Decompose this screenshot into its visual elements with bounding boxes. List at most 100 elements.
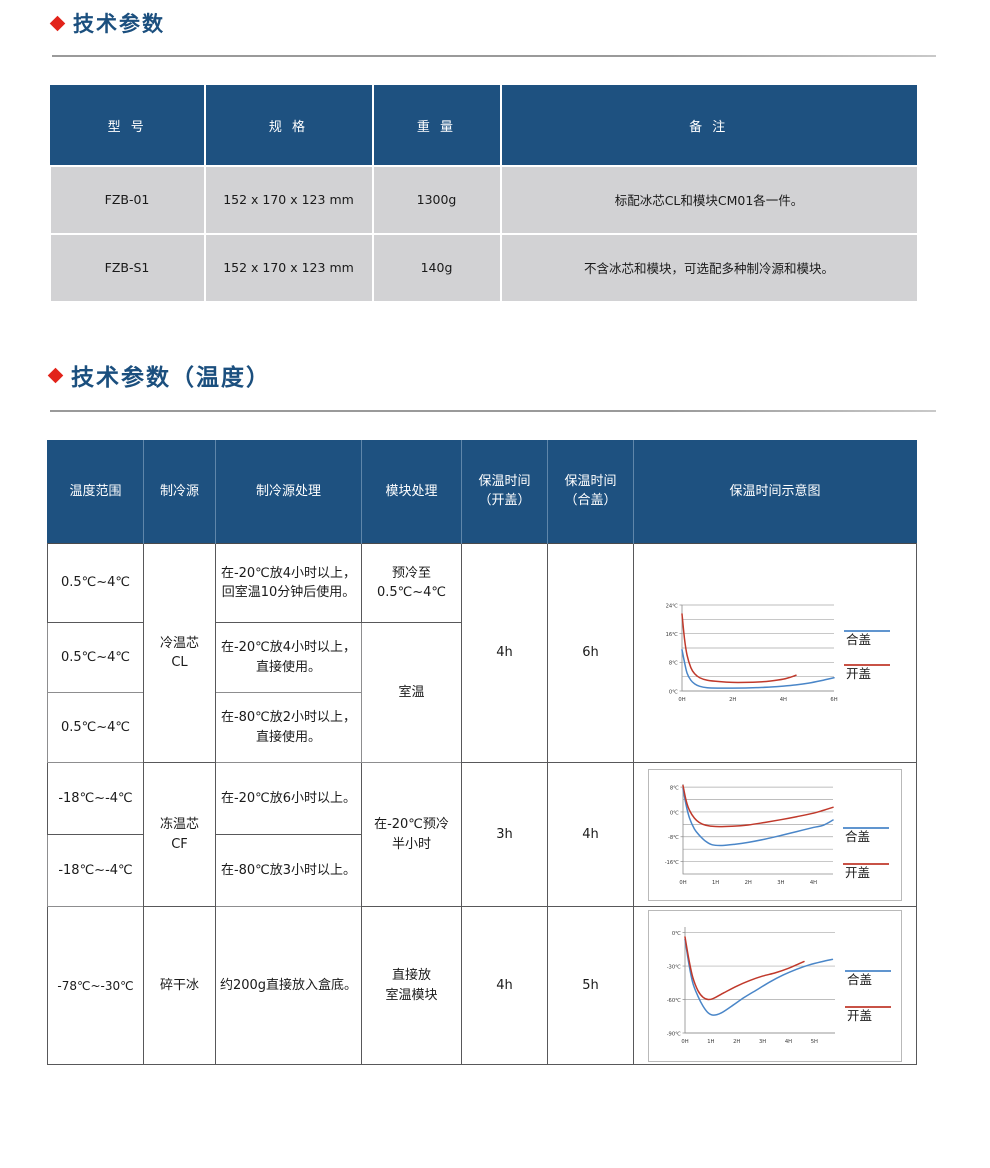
- svg-text:24℃: 24℃: [666, 603, 679, 609]
- spec-cell-remark: 标配冰芯CL和模块CM01各一件。: [500, 164, 917, 235]
- temp-table-header-row: 温度范围 制冷源 制冷源处理 模块处理 保温时间 （开盖） 保温时间 （合盖） …: [47, 440, 917, 544]
- table-row: 0.5℃~4℃ 在-20℃放4小时以上， 直接使用。 室温: [47, 622, 917, 763]
- insulation-chart-cl: 0℃ 8℃ 16℃ 24℃ 0H 2H 4H 6H 合盖 开盖: [648, 591, 902, 716]
- treat-line1: 在-20℃放4小时以上，: [220, 640, 357, 655]
- section-heading-1: 技术参数: [49, 8, 165, 38]
- temp-col-source-treat: 制冷源处理: [215, 440, 362, 544]
- section-title-1: 技术参数: [73, 12, 165, 36]
- svg-text:16℃: 16℃: [666, 632, 679, 638]
- temp-cell-chart: 0℃ 8℃ 16℃ 24℃ 0H 2H 4H 6H 合盖 开盖: [633, 543, 917, 763]
- svg-text:0H: 0H: [679, 880, 686, 886]
- svg-text:8℃: 8℃: [670, 785, 679, 791]
- temp-col-hold-open: 保温时间 （开盖）: [461, 440, 548, 544]
- svg-text:开盖: 开盖: [845, 865, 870, 880]
- module-line1: 预冷至: [391, 565, 431, 581]
- table-row: 0.5℃~4℃ 冷温芯 CL 在-20℃放4小时以上， 回室温10分钟后使用。 …: [47, 543, 917, 763]
- temp-cell-hold-open: 4h: [461, 543, 548, 763]
- temp-cell-treat: 在-20℃放6小时以上。: [215, 762, 362, 835]
- temp-cell-module: 直接放 室温模块: [361, 906, 462, 1065]
- section-rule-2: [50, 410, 936, 412]
- svg-text:开盖: 开盖: [846, 666, 871, 681]
- temp-cell-range: 0.5℃~4℃: [47, 692, 144, 763]
- table-row: -78℃~-30℃ 碎干冰 约200g直接放入盒底。 直接放 室温模块 4h 5…: [47, 906, 917, 1065]
- temp-cell-source: 碎干冰: [143, 906, 216, 1065]
- table-row: -18℃~-4℃ 冻温芯 CF 在-20℃放6小时以上。 在-20℃预冷 半小时…: [47, 762, 917, 907]
- svg-text:-30℃: -30℃: [667, 964, 681, 970]
- temp-cell-range: 0.5℃~4℃: [47, 543, 144, 623]
- svg-text:-90℃: -90℃: [667, 1031, 681, 1037]
- temp-cell-hold-closed: 4h: [547, 762, 634, 907]
- svg-text:2H: 2H: [729, 697, 736, 703]
- spec-cell-spec: 152 x 170 x 123 mm: [204, 164, 374, 235]
- table-row: FZB-S1 152 x 170 x 123 mm 140g 不含冰芯和模块，可…: [50, 232, 917, 303]
- svg-text:3H: 3H: [777, 880, 784, 886]
- temperature-table: 温度范围 制冷源 制冷源处理 模块处理 保温时间 （开盖） 保温时间 （合盖） …: [47, 440, 917, 1065]
- module-line2: 0.5℃~4℃: [376, 585, 447, 600]
- temp-cell-chart: -16℃ -8℃ 0℃ 8℃ 0H 1H 2H 3H 4H 合盖 开盖: [633, 762, 917, 907]
- table-row: 0.5℃~4℃ 在-80℃放2小时以上， 直接使用。: [47, 692, 917, 763]
- diamond-bullet-icon: [49, 15, 66, 31]
- svg-text:合盖: 合盖: [846, 632, 871, 647]
- temp-cell-hold-closed: 5h: [547, 906, 634, 1065]
- treat-line2: 回室温10分钟后使用。: [221, 585, 356, 600]
- temp-col-source: 制冷源: [143, 440, 216, 544]
- hold-closed-line1: 保温时间: [564, 474, 617, 490]
- spec-col-weight: 重 量: [372, 85, 502, 166]
- source-line1: 冻温芯: [159, 817, 199, 832]
- temp-cell-source: 冻温芯 CF: [143, 762, 216, 907]
- temp-cell-treat: 在-20℃放4小时以上， 直接使用。: [215, 622, 362, 693]
- svg-text:6H: 6H: [830, 697, 837, 703]
- temp-cell-treat: 在-20℃放4小时以上， 回室温10分钟后使用。: [215, 543, 362, 623]
- spec-cell-model: FZB-01: [50, 164, 206, 235]
- svg-text:2H: 2H: [745, 880, 752, 886]
- temp-col-chart: 保温时间示意图: [633, 440, 917, 544]
- svg-text:5H: 5H: [811, 1039, 818, 1045]
- module-line1: 在-20℃预冷: [374, 817, 449, 832]
- hold-closed-line2: （合盖）: [564, 493, 617, 508]
- temp-cell-hold-open: 4h: [461, 906, 548, 1065]
- section-title-2: 技术参数（温度）: [71, 365, 271, 391]
- temp-col-range: 温度范围: [47, 440, 144, 544]
- temp-cell-range: 0.5℃~4℃: [47, 622, 144, 693]
- temp-cell-module: 室温: [361, 622, 462, 763]
- temp-cell-chart: -90℃ -60℃ -30℃ 0℃ 0H 1H 2H 3H 4H 5H 合盖 开盖: [633, 906, 917, 1065]
- treat-line2: 直接使用。: [255, 729, 321, 745]
- temp-col-module-treat: 模块处理: [361, 440, 462, 544]
- temp-cell-hold-open: 3h: [461, 762, 548, 907]
- source-line1: 冷温芯: [159, 635, 199, 651]
- table-row: -18℃~-4℃ 在-80℃放3小时以上。: [47, 834, 917, 907]
- temp-cell-range: -78℃~-30℃: [47, 906, 144, 1065]
- insulation-chart-dryice: -90℃ -60℃ -30℃ 0℃ 0H 1H 2H 3H 4H 5H 合盖 开盖: [648, 909, 902, 1062]
- spec-table-header-row: 型 号 规 格 重 量 备 注: [50, 85, 917, 166]
- svg-text:3H: 3H: [759, 1039, 766, 1045]
- temp-cell-module: 预冷至 0.5℃~4℃: [361, 543, 462, 623]
- svg-text:合盖: 合盖: [847, 972, 872, 987]
- svg-text:合盖: 合盖: [845, 829, 870, 844]
- module-line2: 半小时: [391, 836, 431, 852]
- spec-col-spec: 规 格: [204, 85, 374, 166]
- insulation-chart-cf: -16℃ -8℃ 0℃ 8℃ 0H 1H 2H 3H 4H 合盖 开盖: [648, 768, 902, 901]
- temp-col-hold-closed: 保温时间 （合盖）: [547, 440, 634, 544]
- table-row: FZB-01 152 x 170 x 123 mm 1300g 标配冰芯CL和模…: [50, 164, 917, 235]
- svg-text:4H: 4H: [810, 880, 817, 886]
- section-rule-1: [52, 55, 936, 57]
- hold-open-line2: （开盖）: [478, 493, 531, 508]
- svg-text:1H: 1H: [712, 880, 719, 886]
- diamond-bullet-icon: [47, 367, 64, 383]
- temp-cell-treat: 约200g直接放入盒底。: [215, 906, 362, 1065]
- spec-table: 型 号 规 格 重 量 备 注 FZB-01 152 x 170 x 123 m…: [50, 85, 917, 303]
- svg-text:0℃: 0℃: [672, 930, 681, 936]
- treat-line1: 在-20℃放4小时以上，: [220, 565, 357, 581]
- chart-container-dryice: -90℃ -60℃ -30℃ 0℃ 0H 1H 2H 3H 4H 5H 合盖 开盖: [635, 909, 915, 1062]
- source-line2: CF: [171, 836, 188, 852]
- section-heading-2: 技术参数（温度）: [47, 358, 271, 392]
- spec-cell-spec: 152 x 170 x 123 mm: [204, 232, 374, 303]
- hold-open-line1: 保温时间: [478, 474, 531, 490]
- temp-cell-module: 在-20℃预冷 半小时: [361, 762, 462, 907]
- svg-text:4H: 4H: [780, 697, 787, 703]
- spec-cell-weight: 1300g: [372, 164, 502, 235]
- temp-cell-range: -18℃~-4℃: [47, 762, 144, 835]
- module-line1: 直接放: [391, 968, 431, 983]
- svg-text:1H: 1H: [707, 1039, 714, 1045]
- temp-cell-range: -18℃~-4℃: [47, 834, 144, 907]
